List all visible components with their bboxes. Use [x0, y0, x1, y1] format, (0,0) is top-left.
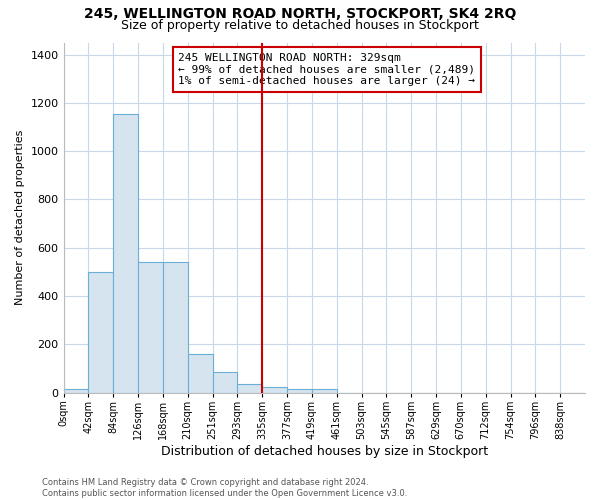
Bar: [238, 384, 262, 392]
Text: Contains HM Land Registry data © Crown copyright and database right 2024.
Contai: Contains HM Land Registry data © Crown c…: [42, 478, 407, 498]
Bar: [138, 262, 163, 392]
Bar: [88, 272, 113, 392]
Bar: [163, 262, 188, 392]
Bar: [113, 114, 138, 392]
X-axis label: Distribution of detached houses by size in Stockport: Distribution of detached houses by size …: [161, 444, 488, 458]
Bar: [287, 389, 312, 392]
Bar: [262, 388, 287, 392]
Bar: [312, 389, 337, 392]
Bar: [64, 389, 88, 392]
Text: 245 WELLINGTON ROAD NORTH: 329sqm
← 99% of detached houses are smaller (2,489)
1: 245 WELLINGTON ROAD NORTH: 329sqm ← 99% …: [178, 53, 475, 86]
Bar: [212, 372, 238, 392]
Text: Size of property relative to detached houses in Stockport: Size of property relative to detached ho…: [121, 18, 479, 32]
Y-axis label: Number of detached properties: Number of detached properties: [15, 130, 25, 305]
Text: 245, WELLINGTON ROAD NORTH, STOCKPORT, SK4 2RQ: 245, WELLINGTON ROAD NORTH, STOCKPORT, S…: [84, 8, 516, 22]
Bar: [188, 354, 212, 393]
